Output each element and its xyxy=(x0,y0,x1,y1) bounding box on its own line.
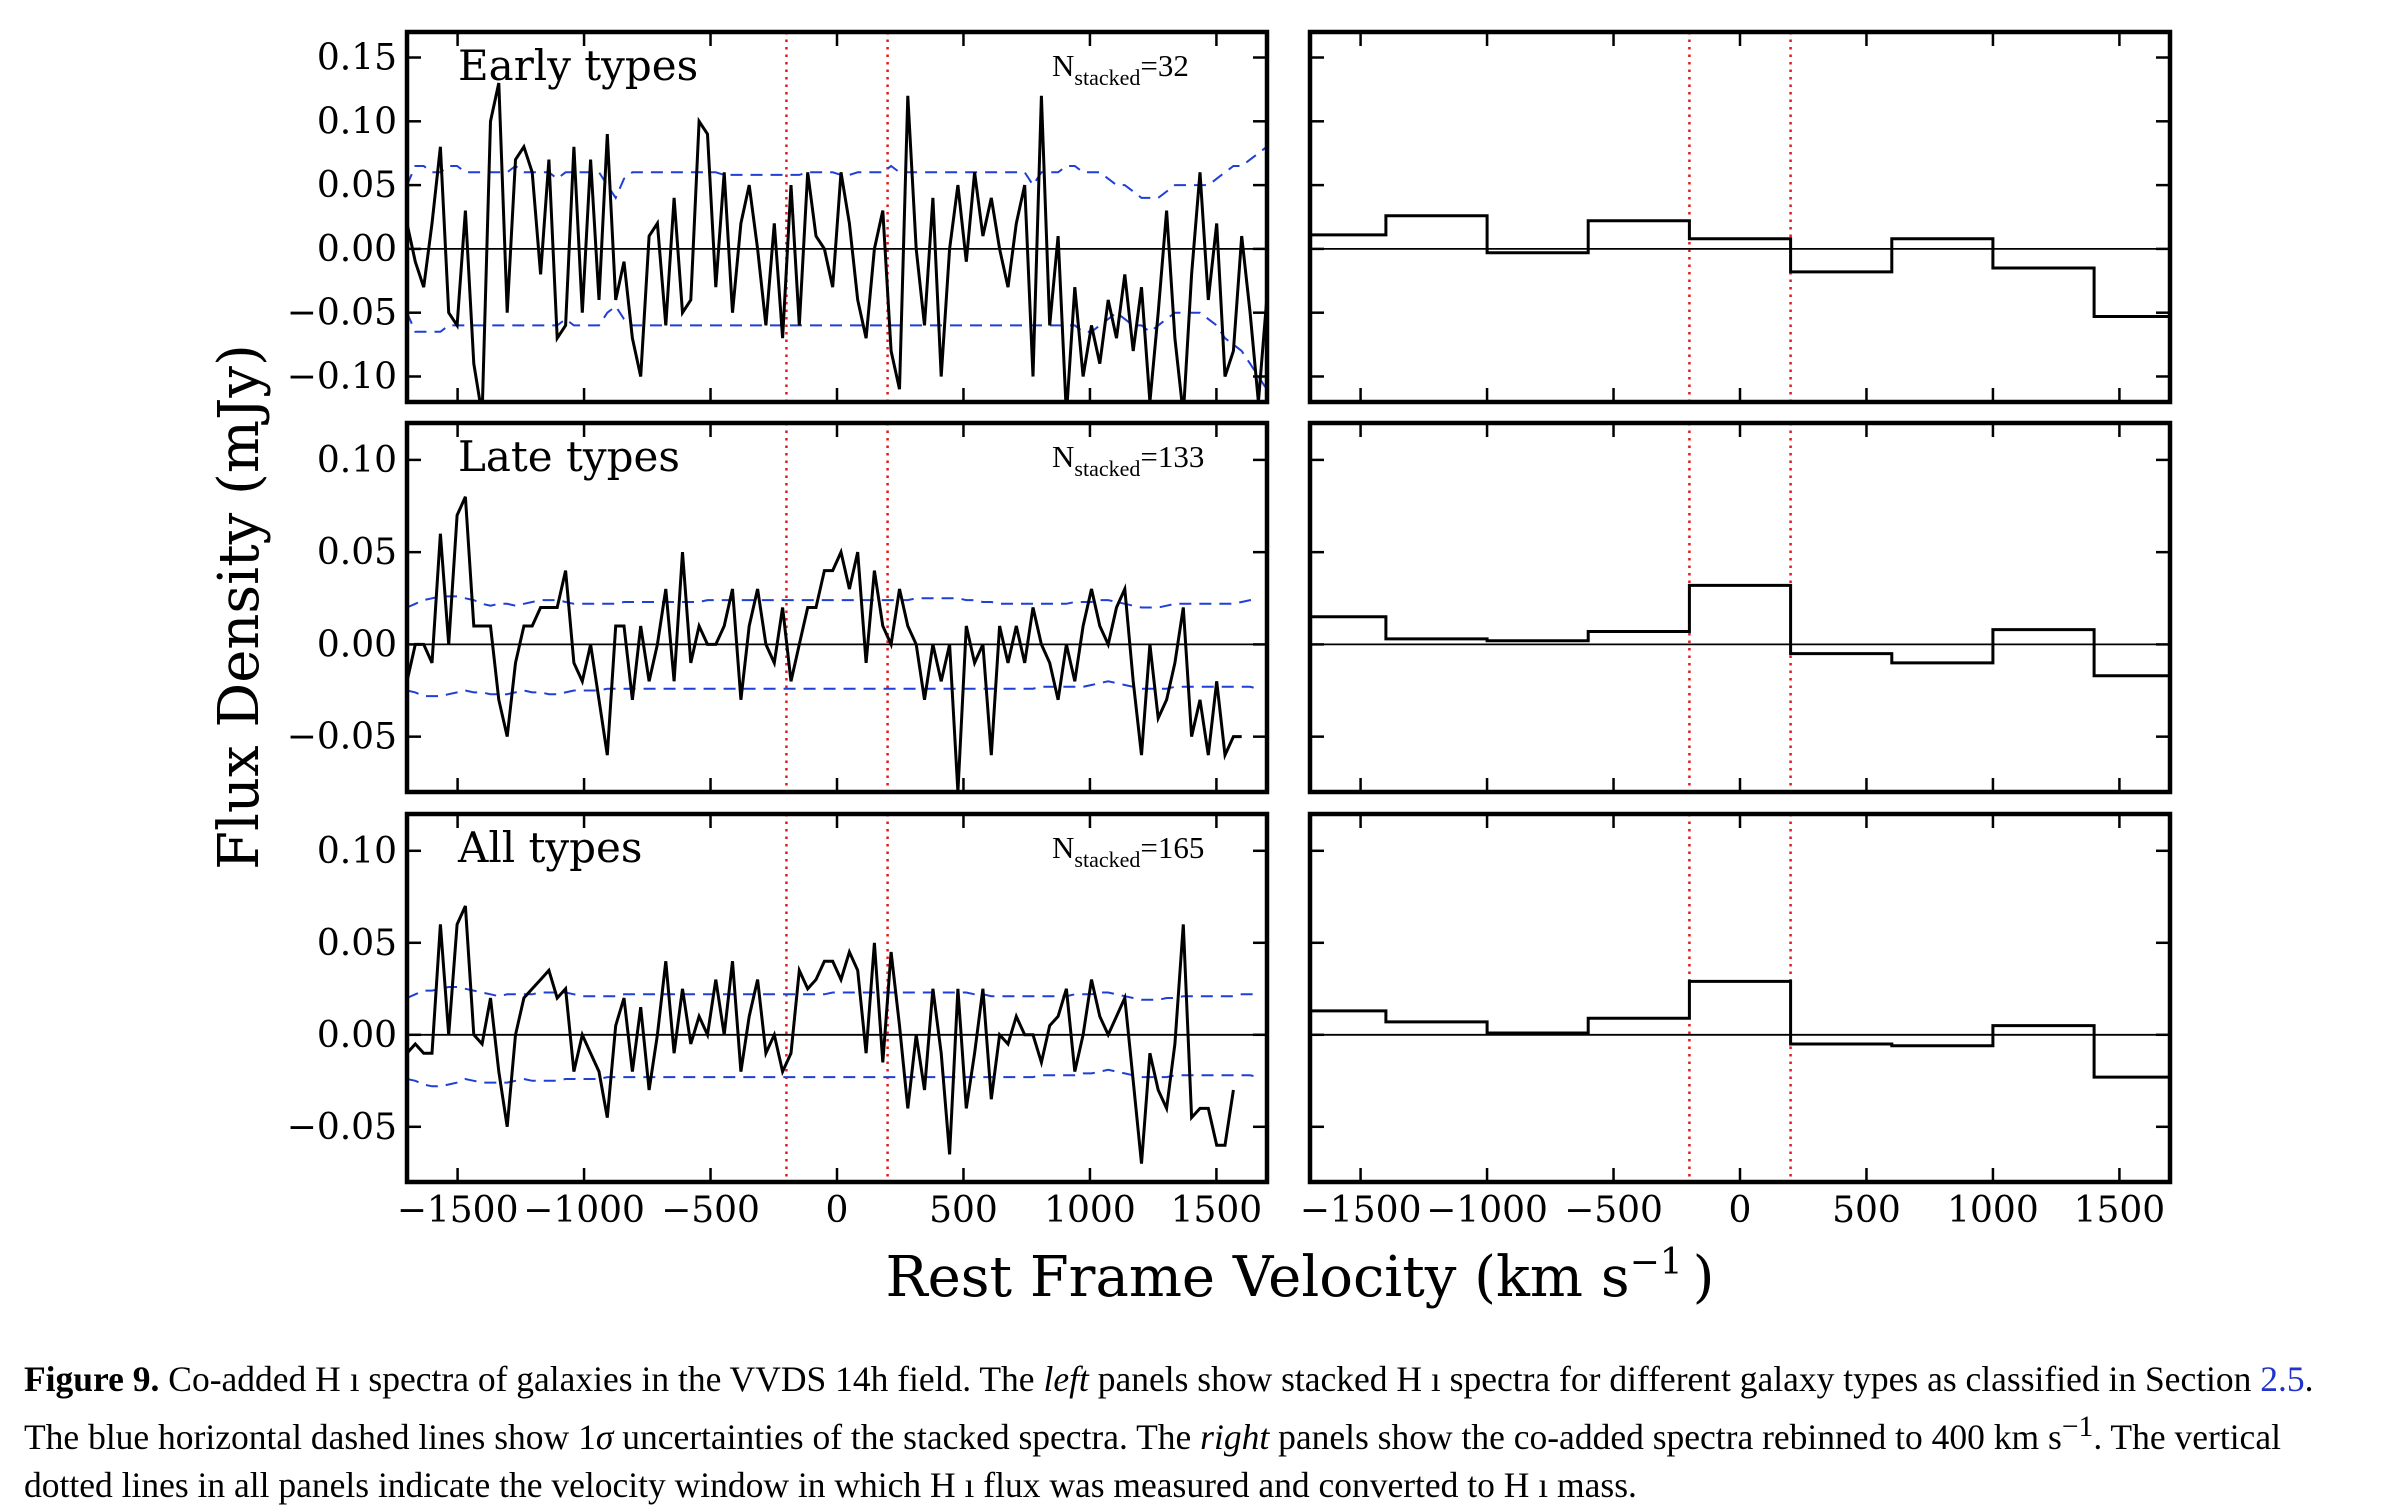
y-tick-label: −0.05 xyxy=(287,1107,397,1148)
figure-caption: Figure 9. Co-added H ı spectra of galaxi… xyxy=(24,1355,2394,1509)
panel-label: Early types xyxy=(458,41,698,90)
panel-label: Late types xyxy=(458,432,680,481)
caption-line-1: Figure 9. Co-added H ı spectra of galaxi… xyxy=(24,1355,2394,1403)
n-stacked-value: =32 xyxy=(1140,48,1188,83)
x-tick-label: 1000 xyxy=(1044,1190,1136,1231)
stacked-spectrum-line xyxy=(407,496,1242,792)
panel-frame xyxy=(1307,420,2173,795)
section-link[interactable]: 2.5 xyxy=(2260,1359,2305,1399)
n-stacked-value: =165 xyxy=(1140,830,1204,865)
x-tick-label: −500 xyxy=(1564,1190,1663,1231)
panel-frame xyxy=(404,420,1270,795)
panel-label: All types xyxy=(457,823,642,872)
x-axis-label-text: Rest Frame Velocity (km s xyxy=(885,1245,1629,1310)
y-tick-label: −0.05 xyxy=(287,293,397,334)
rebinned-panel-2 xyxy=(1307,420,2173,795)
x-axis-label-close: ) xyxy=(1693,1245,1715,1310)
panel-frame xyxy=(1307,29,2173,405)
figure: 0.15 0.10 0.05 0.00 −0.05 −0.10 Early types Nst… xyxy=(207,29,2173,1310)
y-axis-label: Flux Density (mJy) xyxy=(207,344,272,870)
spectrum-panel-3 xyxy=(404,811,1270,1185)
y-tick-label: 0.15 xyxy=(317,38,397,79)
caption-label: Figure 9. xyxy=(24,1359,160,1399)
sigma-symbol: σ xyxy=(595,1416,614,1457)
plot-area xyxy=(1310,32,2170,402)
y-tick-label: −0.10 xyxy=(287,356,397,397)
plot-area xyxy=(1310,423,2170,792)
x-tick-label: 500 xyxy=(1832,1190,1901,1231)
rebinned-step-line xyxy=(1310,214,2170,318)
caption-line-3: dotted lines in all panels indicate the … xyxy=(24,1461,2394,1509)
rebinned-step-line xyxy=(1310,979,2170,1079)
sigma-lower-line xyxy=(407,680,1259,698)
sigma-lower-line xyxy=(407,1068,1259,1088)
sigma-lower-line xyxy=(407,304,1267,390)
caption-text: dotted lines in all panels indicate the … xyxy=(24,1464,1637,1505)
x-tick-label: −1000 xyxy=(1426,1190,1548,1231)
x-tick-label: −500 xyxy=(661,1190,760,1231)
rebinned-panel-1 xyxy=(1307,29,2173,405)
n-stacked-label: Nstacked=133 xyxy=(1052,439,1204,481)
n-stacked-value: =133 xyxy=(1140,439,1204,474)
n-stacked-symbol: N xyxy=(1052,830,1074,865)
plot-area xyxy=(407,32,1267,402)
x-tick-label: 0 xyxy=(1729,1190,1752,1231)
panel-frame xyxy=(1307,811,2173,1185)
y-tick-label: 0.05 xyxy=(317,923,397,964)
x-tick-label: −1000 xyxy=(523,1190,645,1231)
spectrum-panel-2 xyxy=(404,420,1270,795)
sigma-upper-line xyxy=(407,146,1267,200)
x-axis-label-superscript: −1 xyxy=(1630,1242,1683,1283)
x-tick-label: 0 xyxy=(826,1190,849,1231)
y-tick-label: 0.00 xyxy=(317,229,397,270)
y-tick-label: 0.05 xyxy=(317,165,397,206)
spectrum-panel-1 xyxy=(404,29,1270,405)
y-tick-label: −0.05 xyxy=(287,717,397,758)
caption-text: . The vertical xyxy=(2093,1416,2281,1457)
caption-text: panels show stacked H ı spectra for diff… xyxy=(1088,1359,2261,1399)
n-stacked-subscript: stacked xyxy=(1074,65,1140,90)
y-tick-label: 0.10 xyxy=(317,440,397,481)
plot-area xyxy=(407,423,1267,792)
caption-superscript: −1 xyxy=(2061,1411,2094,1443)
plot-area xyxy=(407,814,1267,1182)
caption-text: uncertainties of the stacked spectra. Th… xyxy=(613,1416,1201,1457)
panel-frame xyxy=(404,29,1270,405)
y-tick-label: 0.10 xyxy=(317,831,397,872)
n-stacked-label: Nstacked=165 xyxy=(1052,830,1204,872)
rebinned-panel-3 xyxy=(1307,811,2173,1185)
caption-text: panels show the co-added spectra rebinne… xyxy=(1269,1416,2062,1457)
x-tick-label: −1500 xyxy=(1300,1190,1422,1231)
x-tick-label: −1500 xyxy=(397,1190,519,1231)
caption-line-2: The blue horizontal dashed lines show 1σ… xyxy=(24,1403,2394,1461)
x-tick-label: 1000 xyxy=(1947,1190,2039,1231)
n-stacked-subscript: stacked xyxy=(1074,456,1140,481)
x-axis-label: Rest Frame Velocity (km s−1) xyxy=(885,1242,1714,1310)
n-stacked-symbol: N xyxy=(1052,439,1074,474)
y-tick-label: 0.10 xyxy=(317,101,397,142)
n-stacked-subscript: stacked xyxy=(1074,847,1140,872)
caption-italic-right: right xyxy=(1200,1416,1270,1457)
y-tick-label: 0.00 xyxy=(317,624,397,665)
sigma-upper-line xyxy=(407,595,1259,609)
x-tick-label: 1500 xyxy=(1171,1190,1263,1231)
caption-italic-left: left xyxy=(1043,1359,1089,1399)
caption-text: The blue horizontal dashed lines show 1 xyxy=(24,1416,596,1457)
x-tick-label: 500 xyxy=(929,1190,998,1231)
plot-area xyxy=(1310,814,2170,1182)
caption-text: . xyxy=(2304,1359,2314,1399)
stacked-spectrum-line xyxy=(407,905,1235,1164)
x-tick-label: 1500 xyxy=(2074,1190,2166,1231)
panel-frame xyxy=(404,811,1270,1185)
y-tick-label: 0.05 xyxy=(317,532,397,573)
caption-text: Co-added H ı spectra of galaxies in the … xyxy=(159,1359,1044,1399)
n-stacked-symbol: N xyxy=(1052,48,1074,83)
rebinned-step-line xyxy=(1310,583,2170,678)
y-tick-label: 0.00 xyxy=(317,1015,397,1056)
stacked-spectrum-line xyxy=(407,82,1267,402)
n-stacked-label: Nstacked=32 xyxy=(1052,48,1189,90)
sigma-upper-line xyxy=(407,986,1259,1001)
